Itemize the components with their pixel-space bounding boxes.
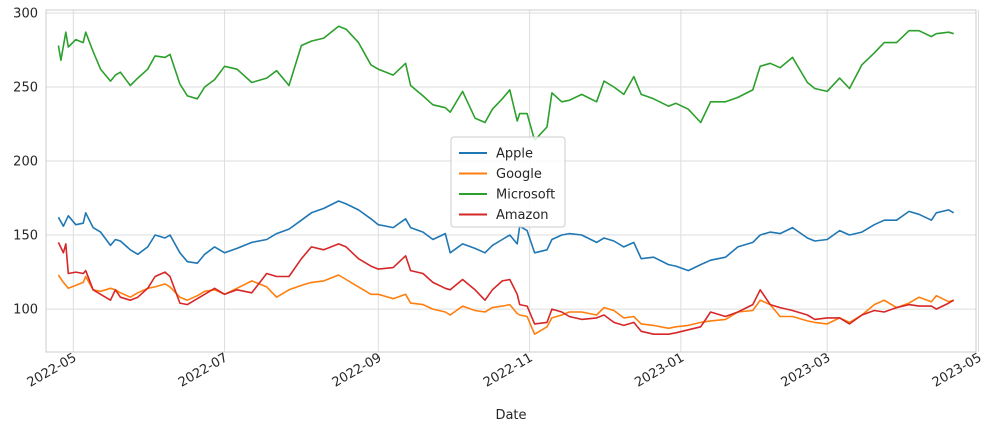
y-tick-label: 100 bbox=[13, 303, 38, 318]
plot-frame bbox=[45, 9, 977, 353]
legend-box bbox=[450, 136, 566, 228]
y-axis-ticks: 100 150 200 250 300 bbox=[13, 6, 38, 317]
legend-label: Apple bbox=[496, 147, 533, 162]
series-line-microsoft bbox=[57, 25, 954, 142]
x-axis-title: Date bbox=[495, 408, 526, 423]
series-lines bbox=[57, 25, 955, 335]
legend-label: Amazon bbox=[496, 208, 549, 223]
legend-label: Google bbox=[496, 167, 542, 182]
series-line-google bbox=[57, 274, 954, 335]
legend-label: Microsoft bbox=[496, 188, 555, 203]
series-line-amazon bbox=[57, 242, 955, 335]
y-tick-label: 150 bbox=[13, 229, 38, 244]
series-line-apple bbox=[57, 200, 955, 272]
y-tick-label: 300 bbox=[13, 6, 38, 21]
y-tick-label: 250 bbox=[13, 80, 38, 95]
legend: Apple Google Microsoft Amazon bbox=[450, 136, 566, 228]
y-tick-label: 200 bbox=[13, 155, 38, 170]
